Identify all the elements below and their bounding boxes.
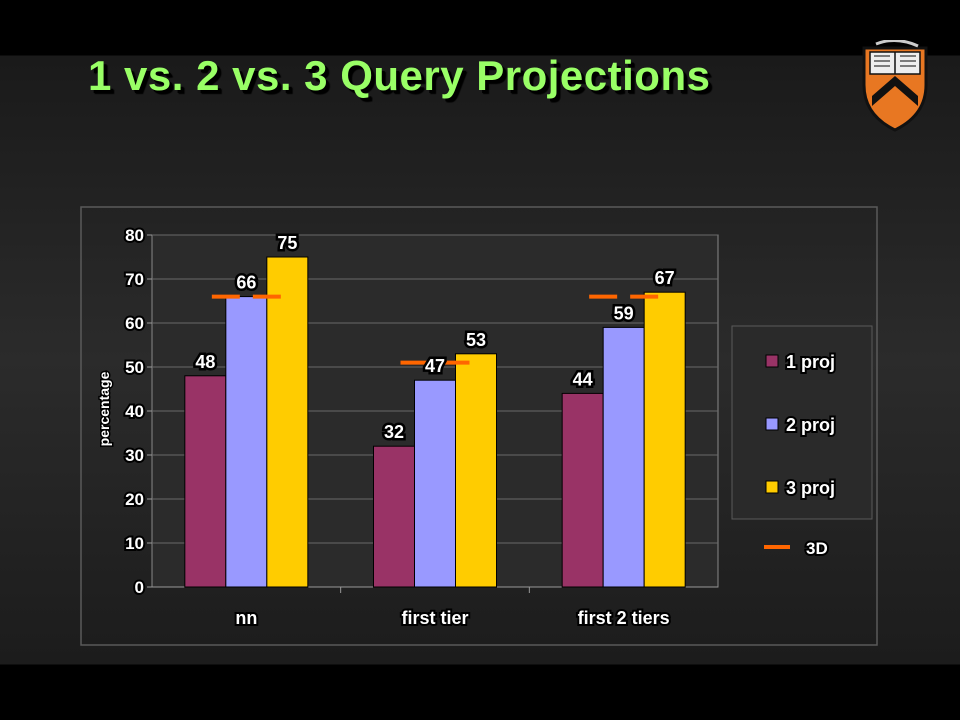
bar	[455, 353, 497, 588]
x-tick-label: nn	[235, 608, 257, 628]
bar	[266, 256, 309, 588]
legend-swatch	[765, 417, 779, 431]
data-label: 47	[425, 356, 445, 376]
legend-swatch	[765, 354, 779, 368]
bar	[184, 375, 227, 588]
y-axis-label: percentage	[96, 371, 112, 446]
university-shield-logo	[862, 40, 928, 132]
y-tick-label: 80	[125, 226, 144, 245]
y-tick-label: 30	[125, 446, 144, 465]
data-label: 75	[277, 233, 297, 253]
legend-swatch	[765, 480, 779, 494]
legend-label-3d: 3D	[806, 539, 828, 558]
data-label: 66	[236, 273, 256, 293]
data-label: 53	[466, 330, 486, 350]
data-label: 32	[384, 422, 404, 442]
bar-chart: 48 66 75 32 47 53 44 59 67 0 10 20 30 40 50 60 70 80 nn f…	[80, 206, 878, 646]
data-label: 67	[655, 268, 675, 288]
bar	[225, 296, 268, 588]
slide-title: 1 vs. 2 vs. 3 Query Projections	[88, 52, 711, 99]
y-tick-label: 10	[125, 534, 144, 553]
bar	[373, 445, 415, 588]
data-label: 44	[573, 369, 593, 389]
y-tick-label: 40	[125, 402, 144, 421]
bar	[561, 392, 604, 588]
y-tick-label: 0	[135, 578, 144, 597]
x-tick-label: first tier	[401, 608, 468, 628]
legend-label: 2 proj	[786, 415, 835, 435]
legend-box	[731, 325, 873, 520]
bar	[602, 326, 645, 588]
legend-label: 3 proj	[786, 478, 835, 498]
bar	[643, 291, 686, 588]
y-tick-label: 60	[125, 314, 144, 333]
y-tick-label: 50	[125, 358, 144, 377]
y-tick-label: 70	[125, 270, 144, 289]
y-tick-label: 20	[125, 490, 144, 509]
x-tick-label: first 2 tiers	[578, 608, 670, 628]
data-label: 59	[614, 303, 634, 323]
legend-label: 1 proj	[786, 352, 835, 372]
data-label: 48	[195, 352, 215, 372]
chart-frame	[80, 206, 878, 646]
bar	[414, 379, 456, 588]
